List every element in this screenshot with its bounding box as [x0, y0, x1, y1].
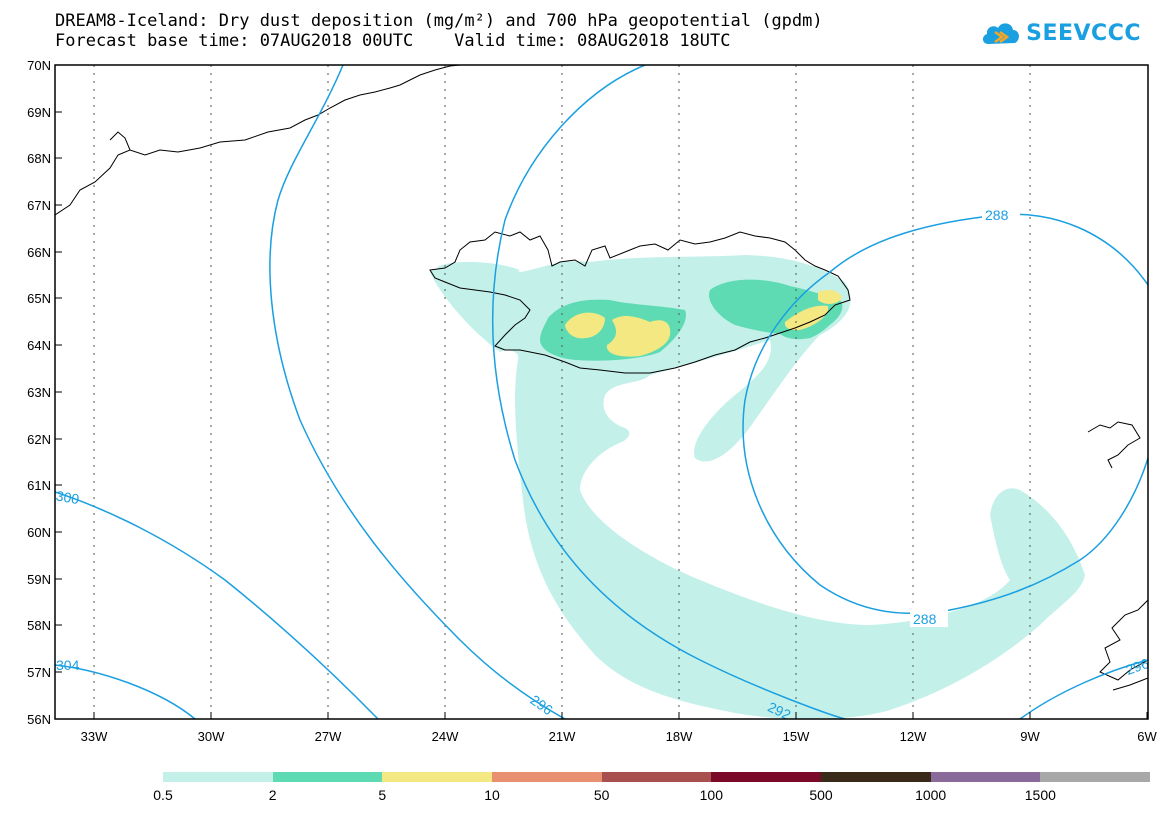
map-title: DREAM8-Iceland: Dry dust deposition (mg/… — [55, 11, 823, 31]
legend-labels: 0.5 2 5 10 50 100 500 1000 1500 — [0, 787, 1175, 807]
lat-label: 65N — [27, 291, 51, 306]
lon-label: 21W — [549, 729, 576, 744]
legend-label: 100 — [699, 787, 724, 803]
color-legend — [163, 772, 1151, 782]
lat-label: 66N — [27, 245, 51, 260]
latitude-axis — [55, 64, 62, 720]
legend-label: 1500 — [1024, 787, 1056, 803]
contour-label-296: 296 — [528, 692, 556, 719]
logo-text: SEEVCCC — [1026, 20, 1141, 46]
lat-label: 67N — [27, 198, 51, 213]
legend-swatch — [821, 772, 931, 782]
contour-label-304: 304 — [56, 657, 80, 673]
dust-field-high — [565, 290, 842, 357]
lat-label: 56N — [27, 712, 51, 727]
faroe-coast — [1087, 421, 1141, 469]
contour-label-296-east: 296 — [1124, 655, 1152, 678]
scotland-coast — [1099, 599, 1148, 681]
lon-label: 27W — [315, 729, 342, 744]
coastlines — [55, 65, 1148, 691]
greenland-coast — [55, 65, 461, 216]
lat-label: 61N — [27, 478, 51, 493]
lon-label: 12W — [900, 729, 927, 744]
contour-300 — [55, 491, 379, 719]
legend-swatch — [382, 772, 493, 782]
lat-label: 59N — [27, 572, 51, 587]
contour-296 — [269, 65, 566, 719]
lon-label: 24W — [432, 729, 459, 744]
iceland-coast — [429, 231, 851, 374]
lat-label: 69N — [27, 105, 51, 120]
forecast-times: Forecast base time: 07AUG2018 00UTC Vali… — [55, 31, 731, 51]
lon-label: 15W — [783, 729, 810, 744]
dust-field-light — [430, 255, 1085, 719]
legend-swatch — [711, 772, 822, 782]
lon-label: 6W — [1137, 729, 1157, 744]
legend-swatch — [272, 772, 383, 782]
seevccc-logo: SEEVCCC — [980, 18, 1141, 48]
legend-label: 0.5 — [153, 787, 173, 803]
legend-swatch — [601, 772, 712, 782]
longitude-axis — [93, 712, 1148, 719]
legend-swatch — [930, 772, 1041, 782]
contour-label-288-north: 288 — [985, 207, 1009, 223]
latitude-labels: 70N 69N 68N 67N 66N 65N 64N 63N 62N 61N … — [27, 58, 51, 727]
legend-swatch — [163, 772, 273, 782]
lat-label: 64N — [27, 338, 51, 353]
contour-292 — [491, 65, 846, 719]
lat-label: 57N — [27, 665, 51, 680]
geopotential-contours — [55, 65, 1148, 719]
contour-296b — [1019, 659, 1148, 719]
lat-label: 70N — [27, 58, 51, 73]
legend-label: 500 — [809, 787, 833, 803]
contour-label-288-south: 288 — [913, 611, 937, 627]
legend-swatch — [1040, 772, 1151, 782]
cloud-icon — [983, 23, 1020, 44]
lon-label: 18W — [666, 729, 693, 744]
lat-label: 60N — [27, 525, 51, 540]
lat-label: 63N — [27, 385, 51, 400]
contour-304 — [55, 664, 196, 719]
legend-label: 5 — [378, 787, 387, 803]
lon-label: 9W — [1020, 729, 1040, 744]
legend-label: 2 — [268, 787, 277, 803]
lat-label: 58N — [27, 618, 51, 633]
longitude-labels: 33W 30W 27W 24W 21W 18W 15W 12W 9W 6W — [81, 729, 1158, 744]
legend-swatch — [492, 772, 602, 782]
lon-label: 30W — [198, 729, 225, 744]
legend-label: 10 — [484, 787, 500, 803]
legend-label: 50 — [593, 787, 610, 803]
lat-label: 62N — [27, 432, 51, 447]
legend-label: 1000 — [915, 787, 947, 803]
lon-label: 33W — [81, 729, 108, 744]
lat-label: 68N — [27, 151, 51, 166]
contour-label-300: 300 — [55, 487, 81, 507]
